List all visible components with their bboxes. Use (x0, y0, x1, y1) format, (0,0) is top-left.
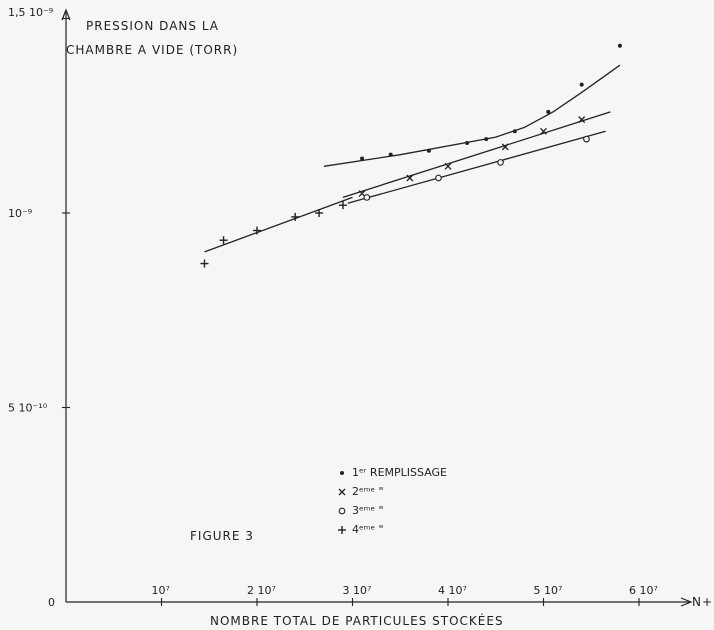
data-point-series-4 (315, 209, 324, 217)
y-tick-label: 5 10⁻¹⁰ (8, 402, 48, 415)
data-point-series-1 (465, 140, 470, 145)
legend-label-series-2: 2ᵉᵐᵉ " (352, 485, 384, 498)
data-point-series-1 (388, 152, 393, 157)
data-point-series-2 (406, 174, 414, 182)
data-point-series-1 (579, 82, 584, 87)
data-point-series-2 (578, 116, 586, 124)
legend-marker-series-2 (338, 488, 346, 496)
y-title-line-1: PRESSION DANS LA (86, 19, 219, 33)
legend-label-series-3: 3ᵉᵐᵉ " (352, 504, 384, 517)
data-point-series-1 (360, 156, 365, 161)
x-tick-label: 5 10⁷ (534, 584, 563, 597)
legend-marker-series-4 (338, 526, 346, 534)
data-points (200, 43, 622, 268)
y-axis-arrow (61, 8, 71, 21)
legend: 1ᵉʳ REMPLISSAGE 2ᵉᵐᵉ " 3ᵉᵐᵉ " 4ᵉᵐᵉ " (338, 466, 447, 536)
x-axis-arrow (680, 597, 693, 607)
data-point-series-1 (617, 43, 622, 48)
fit-line-series-2 (342, 111, 611, 199)
fit-line-series-1 (323, 64, 621, 167)
data-point-series-2 (444, 162, 452, 170)
data-point-series-4 (253, 226, 261, 235)
y-tick-label: 1,5 10⁻⁹ (8, 6, 53, 19)
x-axis-symbol: N+N (692, 595, 714, 609)
data-point-series-1 (426, 148, 431, 153)
data-point-series-3 (435, 174, 442, 182)
data-point-series-4 (219, 236, 228, 245)
data-point-series-1 (512, 129, 517, 134)
data-point-series-3 (363, 194, 371, 201)
data-point-series-2 (501, 143, 509, 151)
x-tick-label: 2 10⁷ (247, 584, 276, 597)
legend-marker-series-1 (340, 471, 344, 475)
figure-label: FIGURE 3 (190, 529, 254, 543)
x-axis-title: NOMBRE TOTAL DE PARTICULES STOCKÉES (210, 613, 504, 628)
x-tick-label: 10⁷ (152, 584, 170, 597)
legend-marker-series-3 (338, 507, 346, 515)
ticks: 10⁷ 2 10⁷ 3 10⁷ 4 10⁷ 5 10⁷ 6 10⁷ 5 10⁻¹⁰ 10⁻⁹ 1… (8, 6, 658, 606)
data-point-series-4 (200, 259, 209, 268)
data-point-series-3 (583, 135, 590, 143)
fit-line-series-4 (204, 196, 353, 253)
data-point-series-1 (484, 137, 489, 142)
data-point-series-4 (338, 201, 347, 210)
data-point-series-3 (497, 159, 504, 166)
x-tick-label: 4 10⁷ (438, 584, 467, 597)
fit-lines (204, 64, 621, 253)
data-point-series-2 (358, 190, 366, 198)
legend-label-series-1: 1ᵉʳ REMPLISSAGE (352, 466, 447, 479)
y-tick-label: 10⁻⁹ (8, 207, 32, 220)
x-origin-label: 0 (48, 596, 55, 609)
x-tick-label: 3 10⁷ (343, 584, 372, 597)
data-point-series-2 (540, 127, 547, 135)
legend-label-series-4: 4ᵉᵐᵉ " (352, 523, 384, 536)
data-point-series-1 (546, 109, 551, 114)
y-title-line-2: CHAMBRE A VIDE (TORR) (66, 43, 238, 57)
data-point-series-4 (291, 212, 300, 221)
x-tick-label: 6 10⁷ (629, 584, 658, 597)
fit-line-series-3 (347, 130, 606, 204)
